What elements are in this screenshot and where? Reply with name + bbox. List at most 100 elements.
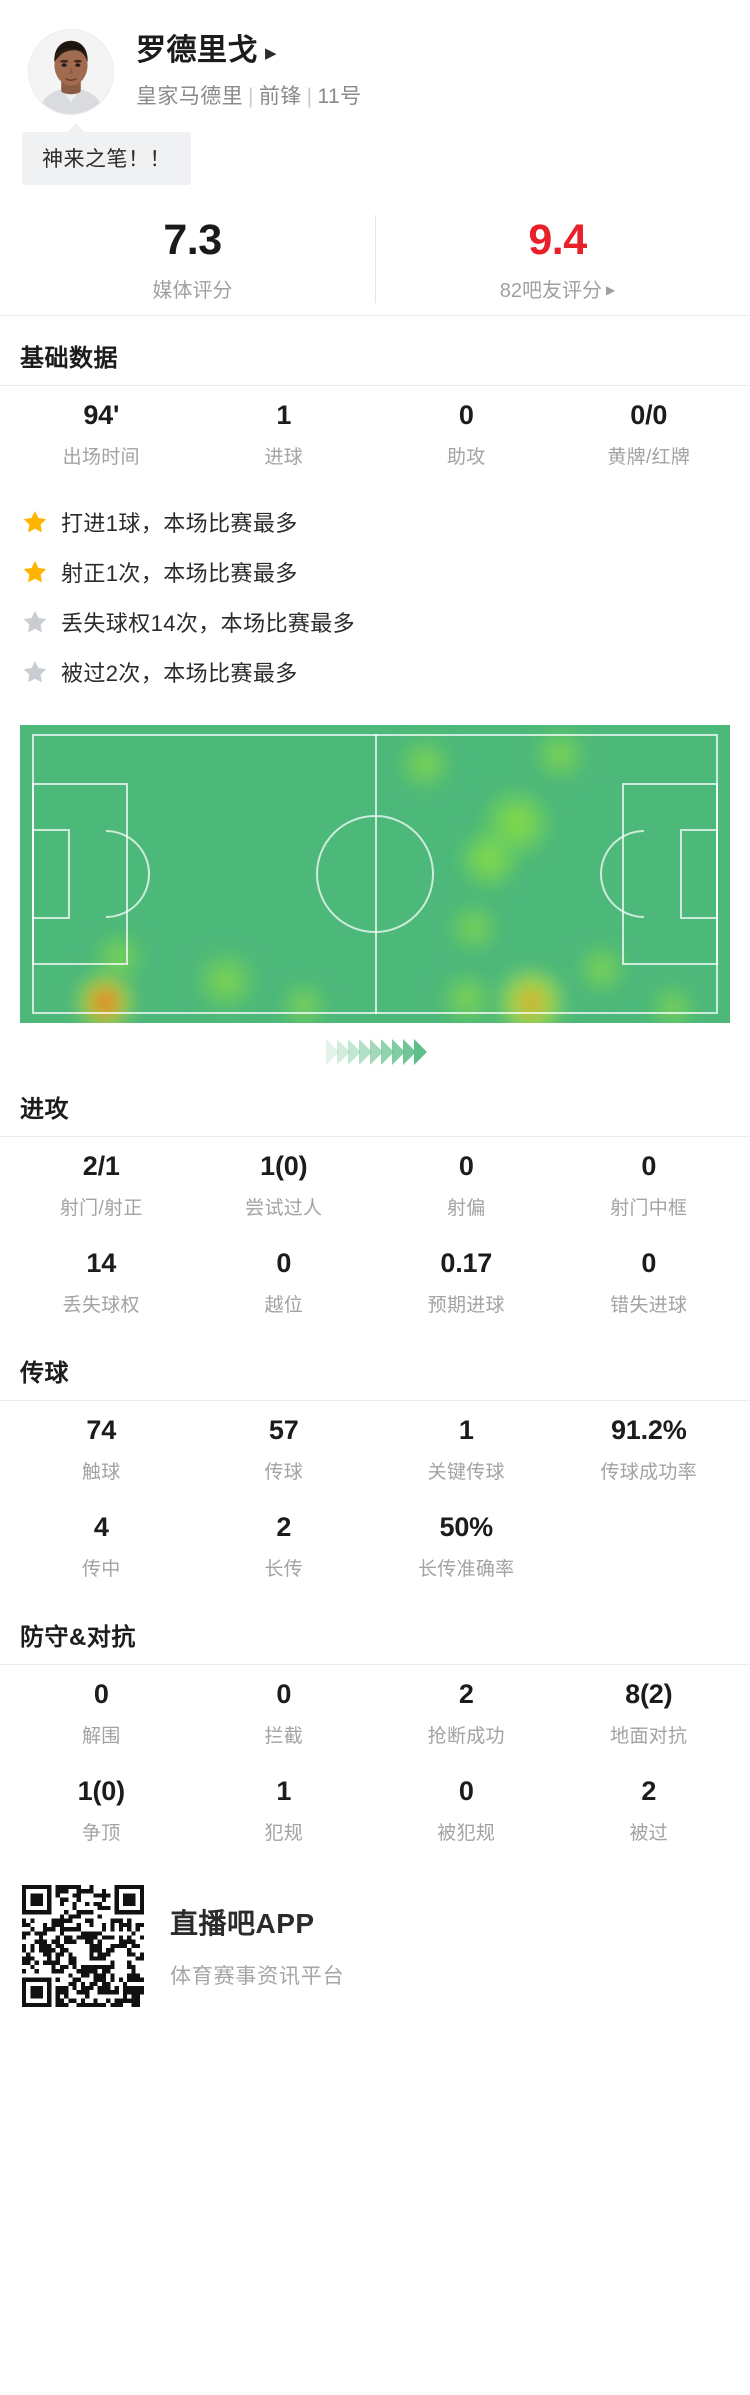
quote-bubble: 神来之笔！！ [22,123,191,185]
stat-value: 0/0 [630,400,668,430]
divider [0,315,750,316]
stat-label: 争顶 [81,1823,121,1844]
heatmap-section [0,703,750,1023]
fan-rating-label-text: 82吧友评分 [499,280,602,302]
stat-label: 拦截 [264,1726,304,1747]
stat-cell: 0.17 预期进球 [375,1234,558,1331]
stat-cell: 14 丢失球权 [10,1234,193,1331]
highlight-text: 打进1球，本场比赛最多 [61,511,298,536]
stat-cell: 50% 长传准确率 [375,1498,558,1595]
chevron-right-icon [347,1039,361,1065]
stat-value: 0 [458,1151,474,1181]
player-meta: 罗德里戈 ▶ 皇家马德里 | 前锋 | 11号 [136,34,362,110]
app-footer: 直播吧APP 体育赛事资讯平台 [0,1859,750,2035]
stat-cell: 0 错失进球 [558,1234,741,1331]
pitch-center-circle [316,815,434,933]
stat-value: 2 [276,1512,292,1542]
footer-app-name: 直播吧APP [170,1908,315,1939]
stat-value: 74 [86,1415,117,1445]
player-heatmap[interactable] [20,725,730,1023]
stat-cell: 2/1 射门/射正 [10,1137,193,1234]
quote-bubble-wrap: 神来之笔！！ [0,118,750,185]
heatmap-blob [398,737,451,790]
stat-value: 94' [83,400,120,430]
player-number: 11号 [317,85,362,108]
pitch-lines [20,725,730,1023]
stat-cell: 1 进球 [193,386,376,483]
media-rating: 7.3 媒体评分 [10,207,375,315]
player-match-stats-page: 罗德里戈 ▶ 皇家马德里 | 前锋 | 11号 神来之笔！！ 7.3 媒体评分 9.4 … [0,29,750,2035]
stat-cell: 1(0) 尝试过人 [193,1137,376,1234]
chevron-right-icon [358,1039,372,1065]
heatmap-blob [460,831,517,888]
stat-cell: 94' 出场时间 [10,386,193,483]
heatmap-blob [77,974,134,1023]
section-title-attack: 进攻 [20,1096,69,1123]
stat-cell: 91.2% 传球成功率 [558,1401,741,1498]
footer-text: 直播吧APP 体育赛事资讯平台 [170,1902,344,1990]
highlight-text: 射正1次，本场比赛最多 [61,561,298,586]
highlight-item: 打进1球，本场比赛最多 [22,497,728,547]
stat-value: 1(0) [260,1151,308,1181]
chevron-right-icon [402,1039,416,1065]
avatar[interactable] [28,29,114,115]
defense-stats-grid: 0 解围 0 拦截 2 抢断成功 8(2) 地面对抗 1(0) 争顶 1 犯规 … [0,1665,750,1859]
stat-label: 黄牌/红牌 [607,447,691,468]
stat-label: 传中 [81,1559,121,1580]
direction-chevrons [0,1023,750,1067]
player-subtitle: 皇家马德里 | 前锋 | 11号 [136,80,362,110]
stat-value: 0 [276,1248,292,1278]
stat-value: 0.17 [440,1248,493,1278]
chevron-right-icon: ▶ [606,282,616,297]
media-rating-value: 7.3 [163,216,222,264]
heatmap-blob [578,945,627,994]
passing-stats-grid: 74 触球 57 传球 1 关键传球 91.2% 传球成功率 4 传中 2 长传… [0,1401,750,1595]
stat-cell: 0 被犯规 [375,1762,558,1859]
highlight-item: 被过2次，本场比赛最多 [22,647,728,697]
stat-cell: 0 助攻 [375,386,558,483]
divider [0,1664,750,1665]
chevron-right-icon [336,1039,350,1065]
stat-value: 0 [641,1151,657,1181]
stat-value: 2/1 [82,1151,120,1181]
fan-rating-label[interactable]: 82吧友评分 ▶ [500,274,615,303]
stat-label: 被过 [629,1823,669,1844]
stat-label: 丢失球权 [62,1295,140,1316]
stat-cell: 1 犯规 [193,1762,376,1859]
highlights-list: 打进1球，本场比赛最多 射正1次，本场比赛最多 丢失球权14次，本场比赛最多 被… [0,483,750,703]
stat-value: 0 [641,1248,657,1278]
chevron-right-icon [413,1039,427,1065]
stat-label: 关键传球 [427,1462,505,1483]
player-position: 前锋 [258,85,302,108]
stat-cell: 2 被过 [558,1762,741,1859]
highlight-text: 丢失球权14次，本场比赛最多 [61,611,356,636]
stat-label: 抢断成功 [427,1726,505,1747]
pitch-goal-box-left [32,829,70,919]
stat-label: 地面对抗 [610,1726,688,1747]
stat-value: 1 [276,400,292,430]
pitch-goal-box-right [680,829,718,919]
stat-cell: 1 关键传球 [375,1401,558,1498]
highlight-item: 丢失球权14次，本场比赛最多 [22,597,728,647]
stat-value: 4 [93,1512,109,1542]
qr-code-icon [22,1885,144,2007]
stat-value: 1 [276,1776,292,1806]
stat-value: 0 [276,1679,292,1709]
stat-value: 57 [268,1415,299,1445]
player-name-row[interactable]: 罗德里戈 ▶ [136,34,362,67]
player-avatar-photo [29,30,113,114]
highlight-text: 被过2次，本场比赛最多 [61,661,298,686]
stat-label: 预期进球 [427,1295,505,1316]
stat-label: 进球 [264,447,304,468]
attack-stats-grid: 2/1 射门/射正 1(0) 尝试过人 0 射偏 0 射门中框 14 丢失球权 … [0,1137,750,1331]
heatmap-blob [195,951,256,1012]
stat-value: 8(2) [625,1679,673,1709]
section-title-basic: 基础数据 [20,345,118,372]
stat-label: 射门中框 [610,1198,688,1219]
stat-cell-empty [558,1498,741,1595]
stat-label: 错失进球 [610,1295,688,1316]
media-rating-label-text: 媒体评分 [152,280,233,302]
fan-rating[interactable]: 9.4 82吧友评分 ▶ [375,207,740,315]
qr-code[interactable] [22,1885,144,2007]
stat-cell: 4 传中 [10,1498,193,1595]
